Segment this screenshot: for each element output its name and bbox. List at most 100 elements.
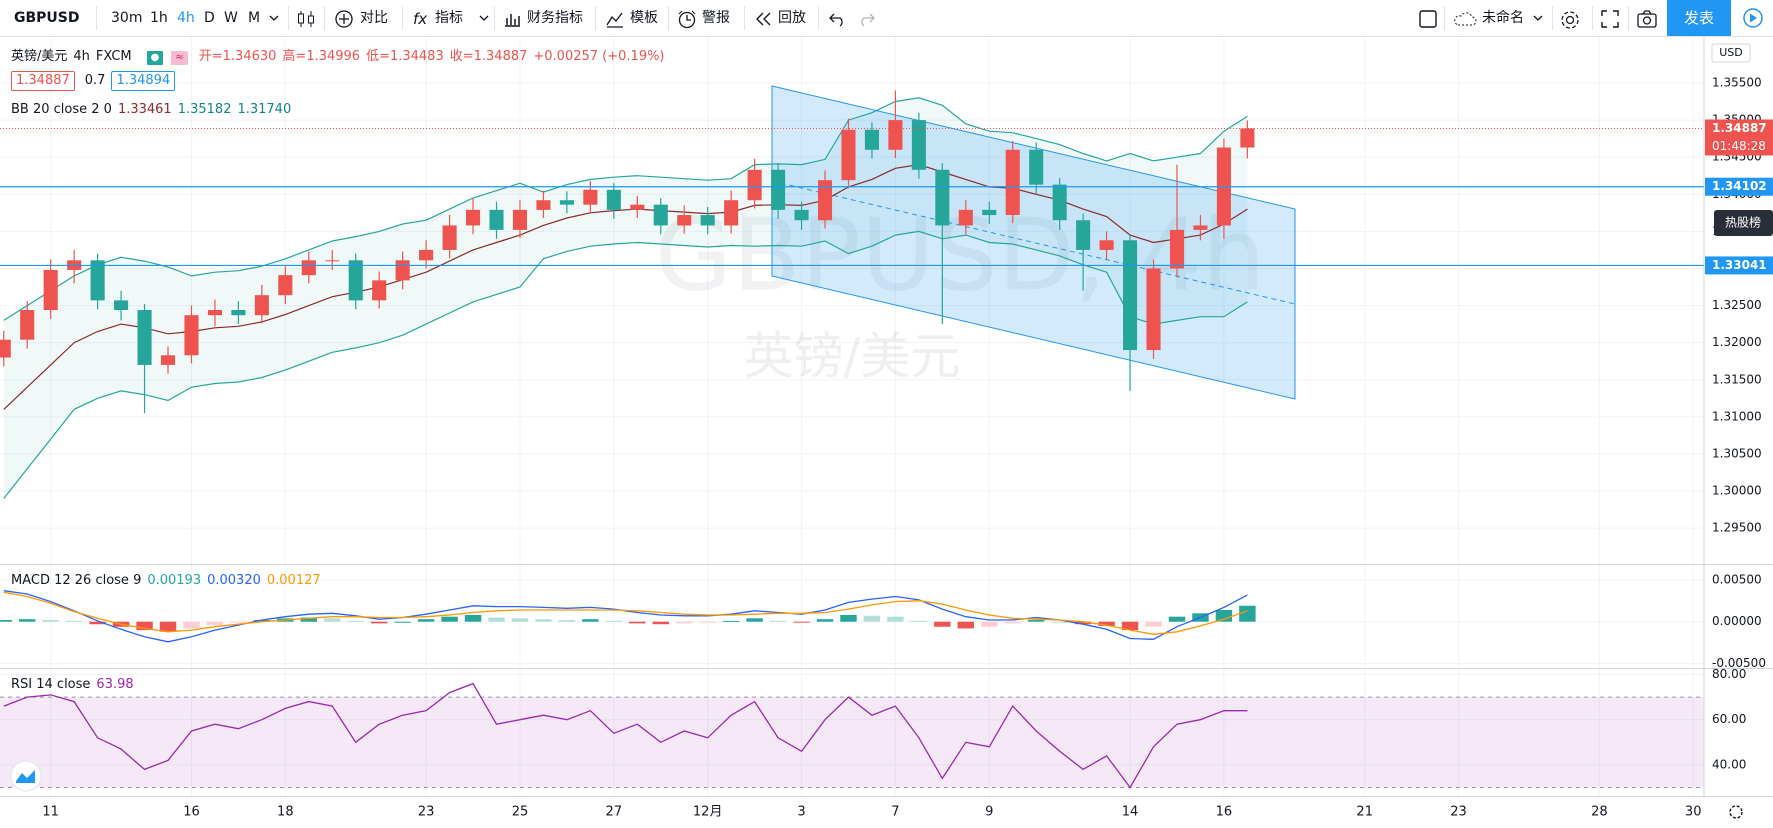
y-tick-label: 1.35500: [1712, 75, 1762, 89]
price-tag-label: 1.33041: [1712, 258, 1767, 272]
chart-style-icon[interactable]: [296, 9, 316, 29]
candle-body: [0, 339, 11, 358]
watermark: 英镑/美元: [744, 328, 961, 386]
candle-body: [653, 204, 668, 226]
macd-histogram-bar: [629, 621, 646, 624]
macd-histogram-bar: [863, 615, 881, 622]
interval[interactable]: W: [224, 10, 238, 26]
legend-close: 收=1.34887: [449, 49, 528, 64]
replay-icon[interactable]: [754, 9, 774, 29]
macd-line: [3, 590, 1248, 643]
axis-settings-icon[interactable]: [1729, 805, 1743, 819]
template-icon[interactable]: [605, 9, 625, 29]
y-tick-label: 80.00: [1712, 667, 1746, 681]
y-tick-label: 0.00500: [1712, 572, 1762, 586]
logo[interactable]: [10, 760, 42, 792]
candle-body: [606, 189, 621, 210]
legend-line: 英镑/美元 4h FXCM ● ≈ 开=1.34630 高=1.34996 低=1.34483…: [11, 45, 671, 66]
toolbar-button[interactable]: 警报: [702, 10, 730, 26]
snapshot-icon[interactable]: [1636, 9, 1658, 29]
ask-box[interactable]: 1.34894: [111, 71, 176, 91]
interval[interactable]: D: [204, 10, 215, 26]
macd-histogram-bar: [605, 620, 623, 622]
fullscreen-icon[interactable]: [1600, 9, 1620, 29]
candle-body: [935, 169, 950, 226]
dropdown-icon[interactable]: [268, 9, 280, 27]
y-tick-label: 1.30500: [1712, 446, 1762, 460]
macd-histogram-bar: [722, 620, 740, 622]
separator: [402, 6, 403, 30]
side-tab-label: 热股榜: [1725, 215, 1761, 230]
parallel-channel[interactable]: [771, 85, 1296, 400]
interval[interactable]: 4h: [177, 10, 195, 26]
interval[interactable]: 1h: [150, 10, 168, 26]
macd-histogram-bar: [816, 619, 834, 622]
legend-change: +0.00257 (+0.19%): [533, 49, 665, 64]
play-icon[interactable]: [1733, 0, 1773, 36]
candle-body: [466, 209, 481, 226]
publish-button[interactable]: 发表: [1667, 0, 1731, 36]
macd-histogram-bar: [558, 620, 576, 622]
macd-histogram-bar: [910, 620, 928, 622]
undo-icon[interactable]: [828, 9, 848, 29]
settings-icon[interactable]: [1559, 9, 1581, 31]
macd-histogram-bar: [253, 620, 271, 622]
candle-body: [817, 180, 833, 221]
candle-body: [1169, 229, 1185, 269]
candle-body: [1123, 240, 1138, 351]
indicator-icon[interactable]: fx: [411, 9, 431, 29]
signal-line: [3, 591, 1248, 635]
separator: [818, 6, 819, 30]
x-tick-label: 23: [418, 805, 435, 820]
compare-icon[interactable]: [334, 9, 354, 29]
redo-icon[interactable]: [856, 9, 876, 29]
currency-box[interactable]: [1711, 43, 1751, 63]
grid-layer: [0, 37, 1704, 796]
separator: [1628, 6, 1629, 30]
macd-value: 0.00320: [207, 573, 261, 588]
macd-histogram-bar: [1145, 621, 1162, 627]
dropdown-icon[interactable]: [478, 9, 490, 27]
play-button[interactable]: [1733, 0, 1773, 36]
last-price-tag: [1705, 119, 1773, 156]
macd-histogram-bar: [511, 618, 529, 622]
bid-box[interactable]: 1.34887: [11, 71, 75, 91]
symbol[interactable]: GBPUSD: [14, 10, 80, 26]
bb-value: 1.31740: [237, 102, 292, 117]
cloud-icon[interactable]: [1452, 9, 1478, 29]
macd-histogram-bar: [136, 621, 153, 631]
macd-histogram-bar: [676, 621, 693, 624]
candle-body: [559, 200, 574, 205]
financials-icon[interactable]: [502, 9, 522, 29]
macd-histogram-bar: [464, 614, 482, 622]
legend-open: 开=1.34630: [198, 49, 277, 64]
candle-body: [677, 215, 692, 226]
candle-body: [864, 129, 879, 150]
candle-body: [911, 120, 926, 170]
alert-icon[interactable]: [676, 9, 698, 31]
toolbar-button[interactable]: 模板: [630, 10, 658, 26]
toolbar-button[interactable]: 指标: [435, 10, 463, 26]
macd-histogram-bar: [441, 616, 458, 622]
side-tab[interactable]: [1714, 210, 1773, 236]
macd-histogram-bar: [324, 618, 341, 622]
candle-body: [231, 310, 246, 316]
layout-name[interactable]: 未命名: [1482, 10, 1524, 26]
candle-body: [184, 315, 199, 356]
toolbar-button[interactable]: 对比: [360, 10, 388, 26]
interval[interactable]: 30m: [111, 10, 143, 26]
y-tick-label: 1.30000: [1712, 484, 1762, 498]
candle-body: [982, 209, 997, 216]
interval[interactable]: M: [248, 10, 261, 26]
toolbar-button[interactable]: 财务指标: [527, 10, 583, 26]
y-tick-label: 0.00000: [1712, 614, 1762, 628]
price-axis: [1704, 37, 1773, 796]
separator: [1552, 6, 1553, 30]
candle-body: [794, 209, 809, 221]
layout-icon[interactable]: [1418, 9, 1438, 29]
dropdown-icon[interactable]: [1532, 9, 1544, 27]
separator: [744, 6, 745, 30]
y-tick-label: 1.29500: [1712, 521, 1762, 535]
toolbar-button[interactable]: 回放: [778, 10, 806, 26]
candle-body: [1076, 220, 1091, 250]
